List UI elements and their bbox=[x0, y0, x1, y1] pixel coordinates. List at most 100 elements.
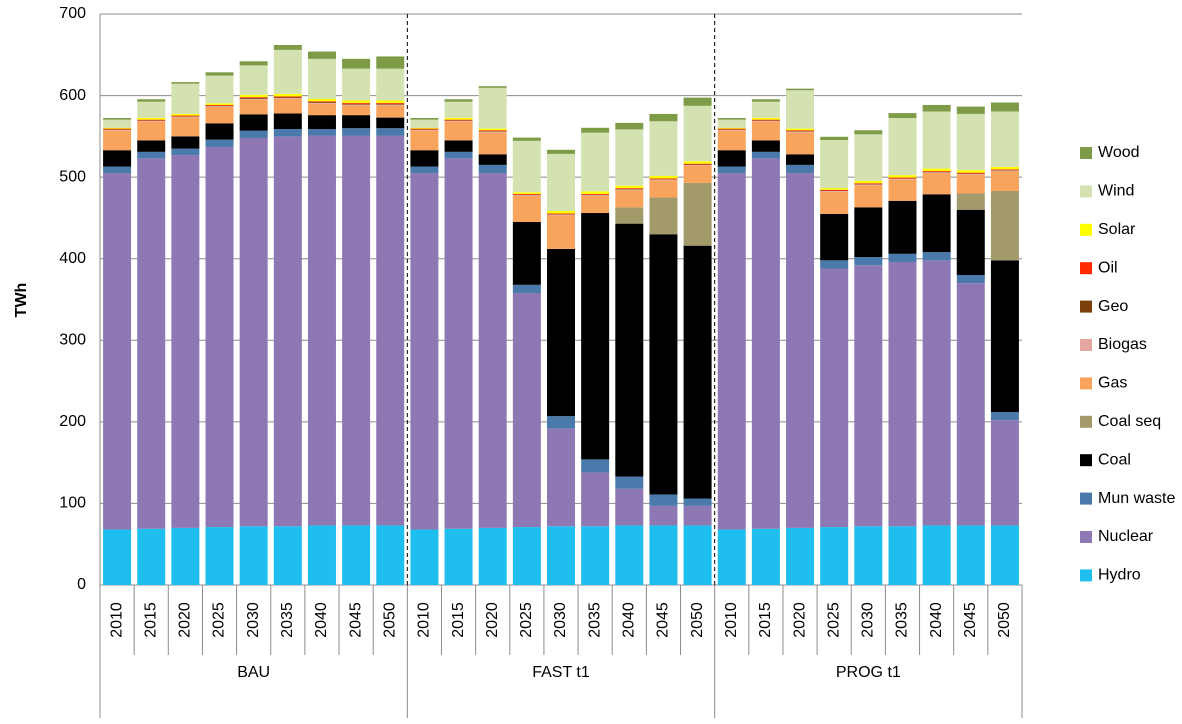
bar-segment bbox=[649, 198, 677, 235]
x-tick-label: 2020 bbox=[791, 602, 808, 638]
legend-label: Solar bbox=[1098, 221, 1136, 238]
legend-label: Mun waste bbox=[1098, 490, 1175, 507]
bar-segment bbox=[342, 128, 370, 135]
bar-segment bbox=[479, 154, 507, 165]
bar-segment bbox=[479, 173, 507, 528]
bar-segment bbox=[308, 52, 336, 59]
bar-segment bbox=[410, 130, 438, 131]
bar-segment bbox=[854, 134, 882, 180]
bar-segment bbox=[308, 525, 336, 585]
bar-segment bbox=[752, 102, 780, 118]
bar-segment bbox=[376, 118, 404, 129]
bar-segment bbox=[581, 213, 609, 459]
bar-segment bbox=[308, 115, 336, 129]
bar-segment bbox=[547, 526, 575, 585]
bar-segment bbox=[410, 131, 438, 151]
bar-segment bbox=[103, 129, 131, 130]
bar-segment bbox=[718, 150, 746, 166]
x-tick-label: 2015 bbox=[142, 602, 159, 638]
bar-segment bbox=[718, 131, 746, 151]
x-tick-label: 2035 bbox=[894, 602, 911, 638]
bar-segment bbox=[991, 420, 1019, 525]
legend-swatch bbox=[1080, 531, 1092, 543]
bar-segment bbox=[786, 173, 814, 528]
legend-label: Coal bbox=[1098, 451, 1131, 468]
bar-segment bbox=[171, 82, 199, 84]
bar-segment bbox=[240, 95, 268, 97]
bar-segment bbox=[581, 196, 609, 213]
bar-segment bbox=[103, 118, 131, 120]
bar-segment bbox=[513, 285, 541, 293]
bar-segment bbox=[206, 106, 234, 107]
bar-segment bbox=[479, 86, 507, 88]
bar-segment bbox=[171, 155, 199, 528]
bar-segment bbox=[581, 459, 609, 472]
bar-segment bbox=[684, 98, 712, 106]
bar-segment bbox=[479, 528, 507, 585]
bar-segment bbox=[684, 183, 712, 246]
bar-segment bbox=[752, 140, 780, 151]
bar-segment bbox=[410, 150, 438, 166]
bar-segment bbox=[445, 120, 473, 121]
bar-segment bbox=[547, 249, 575, 416]
bar-segment bbox=[718, 167, 746, 174]
bar-segment bbox=[171, 136, 199, 148]
bar-segment bbox=[376, 69, 404, 101]
bar-segment bbox=[342, 100, 370, 102]
bar-segment bbox=[513, 141, 541, 192]
bar-segment bbox=[103, 130, 131, 131]
x-tick-label: 2030 bbox=[860, 602, 877, 638]
bar-segment bbox=[240, 526, 268, 585]
bar-segment bbox=[445, 99, 473, 101]
bar-segment bbox=[718, 120, 746, 128]
bar-segment bbox=[684, 506, 712, 526]
legend-label: Hydro bbox=[1098, 567, 1141, 584]
bar-segment bbox=[274, 114, 302, 129]
bar-segment bbox=[923, 173, 951, 194]
bar-segment bbox=[923, 172, 951, 173]
bar-segment bbox=[137, 99, 165, 101]
bar-segment bbox=[308, 59, 336, 99]
bar-segment bbox=[684, 499, 712, 506]
bar-segment bbox=[308, 103, 336, 104]
legend-label: Oil bbox=[1098, 259, 1118, 276]
bar-segment bbox=[137, 140, 165, 151]
bar-segment bbox=[649, 180, 677, 181]
bar-segment bbox=[513, 138, 541, 141]
bar-segment bbox=[171, 84, 199, 114]
bar-segment bbox=[786, 90, 814, 128]
x-tick-label: 2015 bbox=[450, 602, 467, 638]
bar-segment bbox=[854, 265, 882, 526]
bar-segment bbox=[240, 100, 268, 115]
bar-segment bbox=[684, 164, 712, 165]
bar-segment bbox=[820, 137, 848, 140]
bar-segment bbox=[547, 215, 575, 248]
x-tick-label: 2030 bbox=[245, 602, 262, 638]
bar-segment bbox=[376, 103, 404, 104]
bar-segment bbox=[615, 477, 643, 489]
bar-segment bbox=[445, 121, 473, 122]
bar-segment bbox=[581, 194, 609, 195]
bar-segment bbox=[615, 224, 643, 477]
legend-swatch bbox=[1080, 185, 1092, 197]
bar-segment bbox=[786, 154, 814, 165]
bar-segment bbox=[547, 416, 575, 428]
bar-segment bbox=[888, 179, 916, 180]
x-tick-label: 2040 bbox=[313, 602, 330, 638]
bar-segment bbox=[888, 178, 916, 179]
x-tick-label: 2025 bbox=[211, 602, 228, 638]
legend-label: Geo bbox=[1098, 298, 1128, 315]
bar-segment bbox=[957, 170, 985, 172]
bar-segment bbox=[991, 171, 1019, 172]
legend-swatch bbox=[1080, 416, 1092, 428]
bar-segment bbox=[957, 525, 985, 585]
bar-segment bbox=[445, 529, 473, 585]
bar-segment bbox=[410, 129, 438, 130]
bar-segment bbox=[410, 118, 438, 120]
bar-segment bbox=[820, 269, 848, 528]
y-tick-label: 100 bbox=[59, 495, 86, 512]
bar-segment bbox=[752, 118, 780, 120]
bar-segment bbox=[957, 210, 985, 275]
bar-segment bbox=[274, 96, 302, 97]
